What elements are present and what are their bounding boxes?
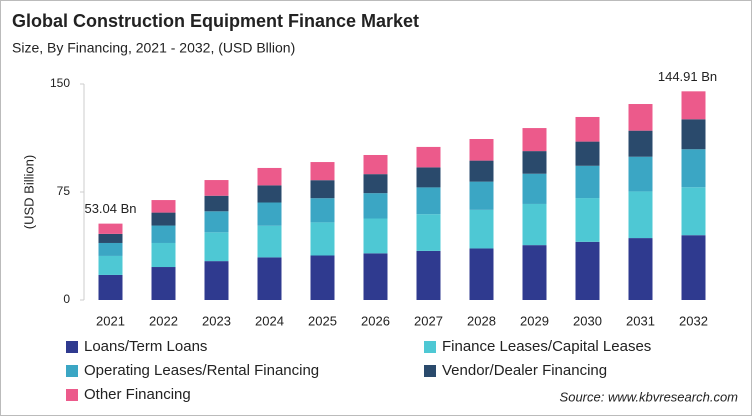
legend-label: Loans/Term Loans [84,338,207,355]
x-tick-label: 2023 [202,313,231,328]
legend-swatch [66,365,78,377]
y-tick-label: 0 [63,292,70,306]
bar-segment [522,203,547,246]
x-tick-label: 2032 [679,313,708,328]
x-tick-label: 2024 [255,313,284,328]
legend-label: Finance Leases/Capital Leases [442,338,651,355]
bar-segment [681,235,706,300]
bar-segment [469,248,494,300]
bar-segment [257,225,282,258]
bar-segment [310,222,335,256]
bar-segment [575,241,600,300]
bar-segment [628,130,653,157]
x-tick-label: 2028 [467,313,496,328]
bar-segment [416,250,441,300]
bar-segment [575,141,600,166]
bar-segment [628,156,653,192]
bar-segment [98,274,123,300]
y-axis-label: (USD Billion) [21,155,36,229]
bar-segment [151,267,176,300]
bar-segment [469,181,494,210]
chart-title: Global Construction Equipment Finance Ma… [12,11,419,31]
x-tick-label: 2022 [149,313,178,328]
x-tick-label: 2025 [308,313,337,328]
bar-segment [469,139,494,161]
x-tick-label: 2027 [414,313,443,328]
bar-segment [257,167,282,186]
bar-segment [151,225,176,243]
source: Source: www.kbvresearch.com [560,389,739,404]
bar-segment [416,167,441,188]
bar-segment [363,218,388,254]
bar-segment [522,151,547,174]
bar-segment [575,116,600,142]
annotation: 144.91 Bn [658,69,717,84]
bar-segment [257,202,282,226]
x-tick-label: 2031 [626,313,655,328]
legend-swatch [66,389,78,401]
bar-segment [204,195,229,212]
y-tick-label: 150 [50,76,70,90]
bar-segment [151,200,176,213]
x-tick-label: 2030 [573,313,602,328]
bar-segment [204,211,229,233]
legend-swatch [424,365,436,377]
legend-swatch [424,341,436,353]
bar-segment [363,174,388,194]
bar-segment [310,255,335,300]
legend-label: Vendor/Dealer Financing [442,362,607,379]
bar-segment [363,193,388,219]
bar-segment [204,232,229,262]
bar-segment [363,154,388,175]
y-tick-label: 75 [57,184,71,198]
legend-label: Other Financing [84,386,191,403]
bar-segment [257,257,282,300]
bar-segment [98,233,123,243]
bar-segment [469,160,494,182]
bar-segment [363,253,388,300]
bar-segment [522,173,547,204]
x-tick-label: 2021 [96,313,125,328]
bar-segment [628,104,653,131]
bar-segment [575,198,600,242]
bar-segment [628,238,653,300]
bar-segment [98,255,123,275]
bar-segment [681,119,706,150]
bar-segment [681,187,706,236]
bar-segment [204,180,229,196]
bar-segment [204,261,229,300]
bar-segment [310,180,335,199]
bar-segment [416,214,441,251]
annotation: 53.04 Bn [84,201,136,216]
bar-segment [416,187,441,215]
bar-segment [522,245,547,300]
bar-segment [681,149,706,188]
x-tick-label: 2026 [361,313,390,328]
bar-segment [151,212,176,226]
legend-swatch [66,341,78,353]
bar-segment [310,162,335,181]
bar-segment [98,223,123,234]
bar-segment [628,191,653,239]
bar-segment [575,165,600,199]
bar-segment [310,198,335,223]
x-tick-label: 2029 [520,313,549,328]
bar-segment [257,185,282,203]
bar-segment [681,91,706,120]
bar-segment [151,242,176,268]
bar-segment [98,242,123,256]
bar-segment [522,128,547,152]
chart-subtitle: Size, By Financing, 2021 - 2032, (USD Bl… [12,40,295,56]
bar-segment [469,209,494,249]
bar-segment [416,146,441,168]
legend-label: Operating Leases/Rental Financing [84,362,319,379]
